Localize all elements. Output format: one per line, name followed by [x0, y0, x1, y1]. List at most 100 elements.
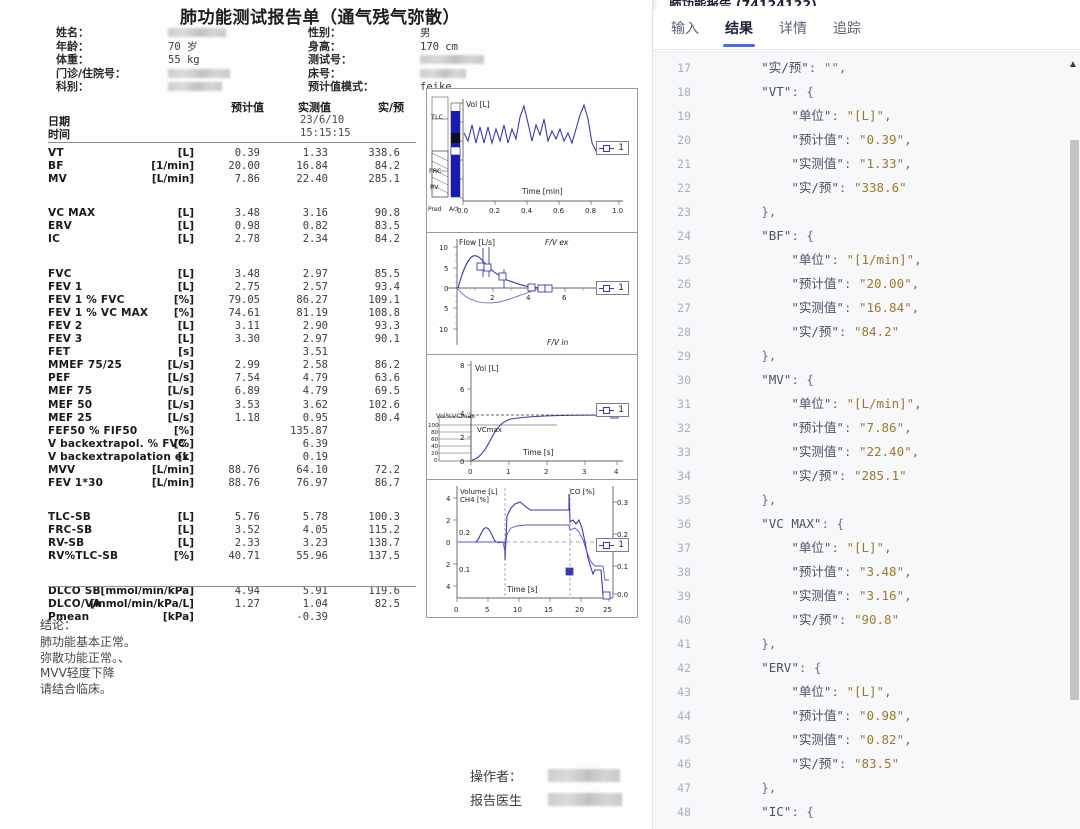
code-text: "实测值": "1.33", — [791, 156, 912, 171]
col-measured-header: 实测值 — [298, 101, 331, 114]
code-text: }, — [761, 204, 777, 219]
row-unit: [s] — [178, 346, 194, 359]
line-number: 33 — [677, 445, 691, 459]
scroll-up-icon[interactable]: ▲ — [1068, 59, 1078, 70]
row-measured-value: 2.97 — [302, 267, 328, 280]
svg-text:20: 20 — [431, 451, 439, 457]
tab-0[interactable]: 输入 — [671, 21, 699, 37]
table-row: FEF50 % FIF50 [%] 135.87 — [48, 425, 416, 438]
code-text: "单位": "[L]", — [791, 108, 892, 123]
code-text: }, — [761, 492, 777, 507]
patient-field-left-2: 体重： 55 kg — [56, 53, 230, 67]
scrollbar-thumb[interactable] — [1070, 140, 1079, 700]
row-predicted-value: 88.76 — [228, 477, 260, 490]
svg-text:0.1: 0.1 — [459, 566, 470, 574]
chart-legend-2: 1 — [596, 281, 629, 295]
patient-field-left-0: 姓名： — [56, 26, 230, 40]
row-unit: [mmol/min/kPa] — [100, 584, 194, 597]
svg-text:Pred: Pred — [428, 206, 442, 213]
signature-label: 报告医生 — [470, 794, 523, 809]
row-ratio-value: 72.2 — [374, 463, 400, 476]
row-measured-value: 4.05 — [302, 524, 328, 537]
row-parameter-name: FVC — [48, 267, 72, 280]
row-measured-value: 3.16 — [302, 207, 328, 220]
code-line: 32 "预计值": "7.86", — [653, 416, 1063, 440]
patient-field-value: 男 — [420, 27, 431, 39]
table-row: BF [1/min] 20.00 16.84 84.2 — [48, 160, 416, 173]
row-parameter-name: FEV 1 % VC MAX — [48, 306, 149, 319]
line-number: 45 — [677, 733, 691, 747]
row-unit: [L] — [177, 333, 194, 346]
code-line: 29 }, — [653, 344, 1063, 368]
table-rule-top — [48, 142, 416, 143]
legend-label: 1 — [618, 540, 624, 550]
conclusion-block: 结论： 肺功能基本正常。 弥散功能正常。、 MVV轻度下降 请结合临床。 — [40, 616, 380, 697]
svg-text:0.2: 0.2 — [459, 529, 470, 537]
svg-text:25: 25 — [603, 606, 612, 614]
row-unit: [L] — [177, 280, 194, 293]
svg-text:0.3: 0.3 — [617, 499, 628, 507]
tab-1[interactable]: 结果 — [723, 12, 755, 47]
json-code-viewer[interactable]: 17 "实/预": "", 18 "VT": {19 "单位": "[L]", 20… — [653, 51, 1080, 829]
row-parameter-name: DLCO/VA — [48, 597, 101, 610]
row-predicted-value: 88.76 — [228, 463, 260, 476]
row-measured-value: 135.87 — [290, 424, 328, 437]
row-measured-value: 5.91 — [302, 584, 328, 597]
row-parameter-name: MV — [48, 173, 67, 186]
code-line: 42 "ERV": { — [653, 656, 1063, 680]
tab-2[interactable]: 详情 — [779, 21, 807, 37]
row-unit: [%] — [173, 293, 194, 306]
row-measured-value: 0.82 — [302, 220, 328, 233]
conclusion-line: MVV轻度下降 — [40, 666, 115, 680]
row-parameter-name: BF — [48, 160, 64, 173]
svg-text:0: 0 — [444, 285, 448, 293]
panel-tabs[interactable]: 输入 结果 详情 追踪 — [653, 10, 1080, 50]
code-text: }, — [761, 636, 777, 651]
legend-marker-icon — [599, 541, 615, 550]
code-text: "预计值": "0.98", — [791, 708, 912, 723]
code-text: "单位": "[1/min]", — [791, 252, 922, 267]
measurement-table-body: VT [L] 0.39 1.33 338.6 BF [1/min] 20.00 16.84 84.… — [48, 147, 416, 624]
row-measured-value: 2.97 — [302, 333, 328, 346]
row-unit: [mmol/min/kPa/L] — [90, 597, 194, 610]
line-number: 19 — [677, 109, 691, 123]
chart-legend-4: 1 — [596, 538, 629, 552]
row-parameter-name: MEF 50 — [48, 398, 93, 411]
row-unit: [1/min] — [151, 160, 194, 173]
row-parameter-name: ERV — [48, 220, 72, 233]
svg-text:2: 2 — [446, 561, 450, 569]
row-ratio-value: 83.5 — [374, 220, 400, 233]
svg-text:5: 5 — [444, 265, 448, 273]
legend-marker-icon — [599, 144, 615, 153]
chart-volume-time-tidal: Vol [L] TLC FRC RV Pred Act Time [min] 0… — [426, 88, 638, 233]
line-number: 47 — [677, 781, 691, 795]
code-text: "预计值": "3.48", — [791, 564, 912, 579]
row-ratio-value: 138.7 — [368, 537, 400, 550]
code-line: 18 "VT": { — [653, 80, 1063, 104]
row-measured-value: 6.39 — [302, 437, 328, 450]
tab-3[interactable]: 追踪 — [833, 21, 861, 37]
row-predicted-value: 3.11 — [234, 319, 260, 332]
row-predicted-value: 7.86 — [234, 173, 260, 186]
row-measured-value: 2.57 — [302, 280, 328, 293]
svg-text:10: 10 — [513, 606, 522, 614]
svg-text:VCmax: VCmax — [477, 426, 502, 434]
row-predicted-value: 74.61 — [228, 306, 260, 319]
row-unit: [L] — [177, 511, 194, 524]
table-row: RV-SB [L] 2.33 3.23 138.7 — [48, 537, 416, 550]
svg-text:0.0: 0.0 — [457, 207, 468, 215]
line-number: 48 — [677, 805, 691, 819]
line-number: 17 — [677, 61, 691, 75]
svg-text:15: 15 — [544, 606, 553, 614]
line-number: 49 — [653, 824, 701, 829]
chart-stack: Vol [L] TLC FRC RV Pred Act Time [min] 0… — [426, 88, 638, 618]
svg-text:0.6: 0.6 — [553, 207, 565, 215]
line-number: 31 — [677, 397, 691, 411]
date-label: 日期 — [48, 115, 70, 128]
code-text: "实测值": "3.16", — [791, 588, 912, 603]
row-ratio-value: 80.4 — [374, 411, 400, 424]
patient-field-label: 年龄： — [56, 39, 89, 53]
row-parameter-name: MMEF 75/25 — [48, 359, 122, 372]
patient-field-right-3: 床号： — [308, 67, 484, 81]
